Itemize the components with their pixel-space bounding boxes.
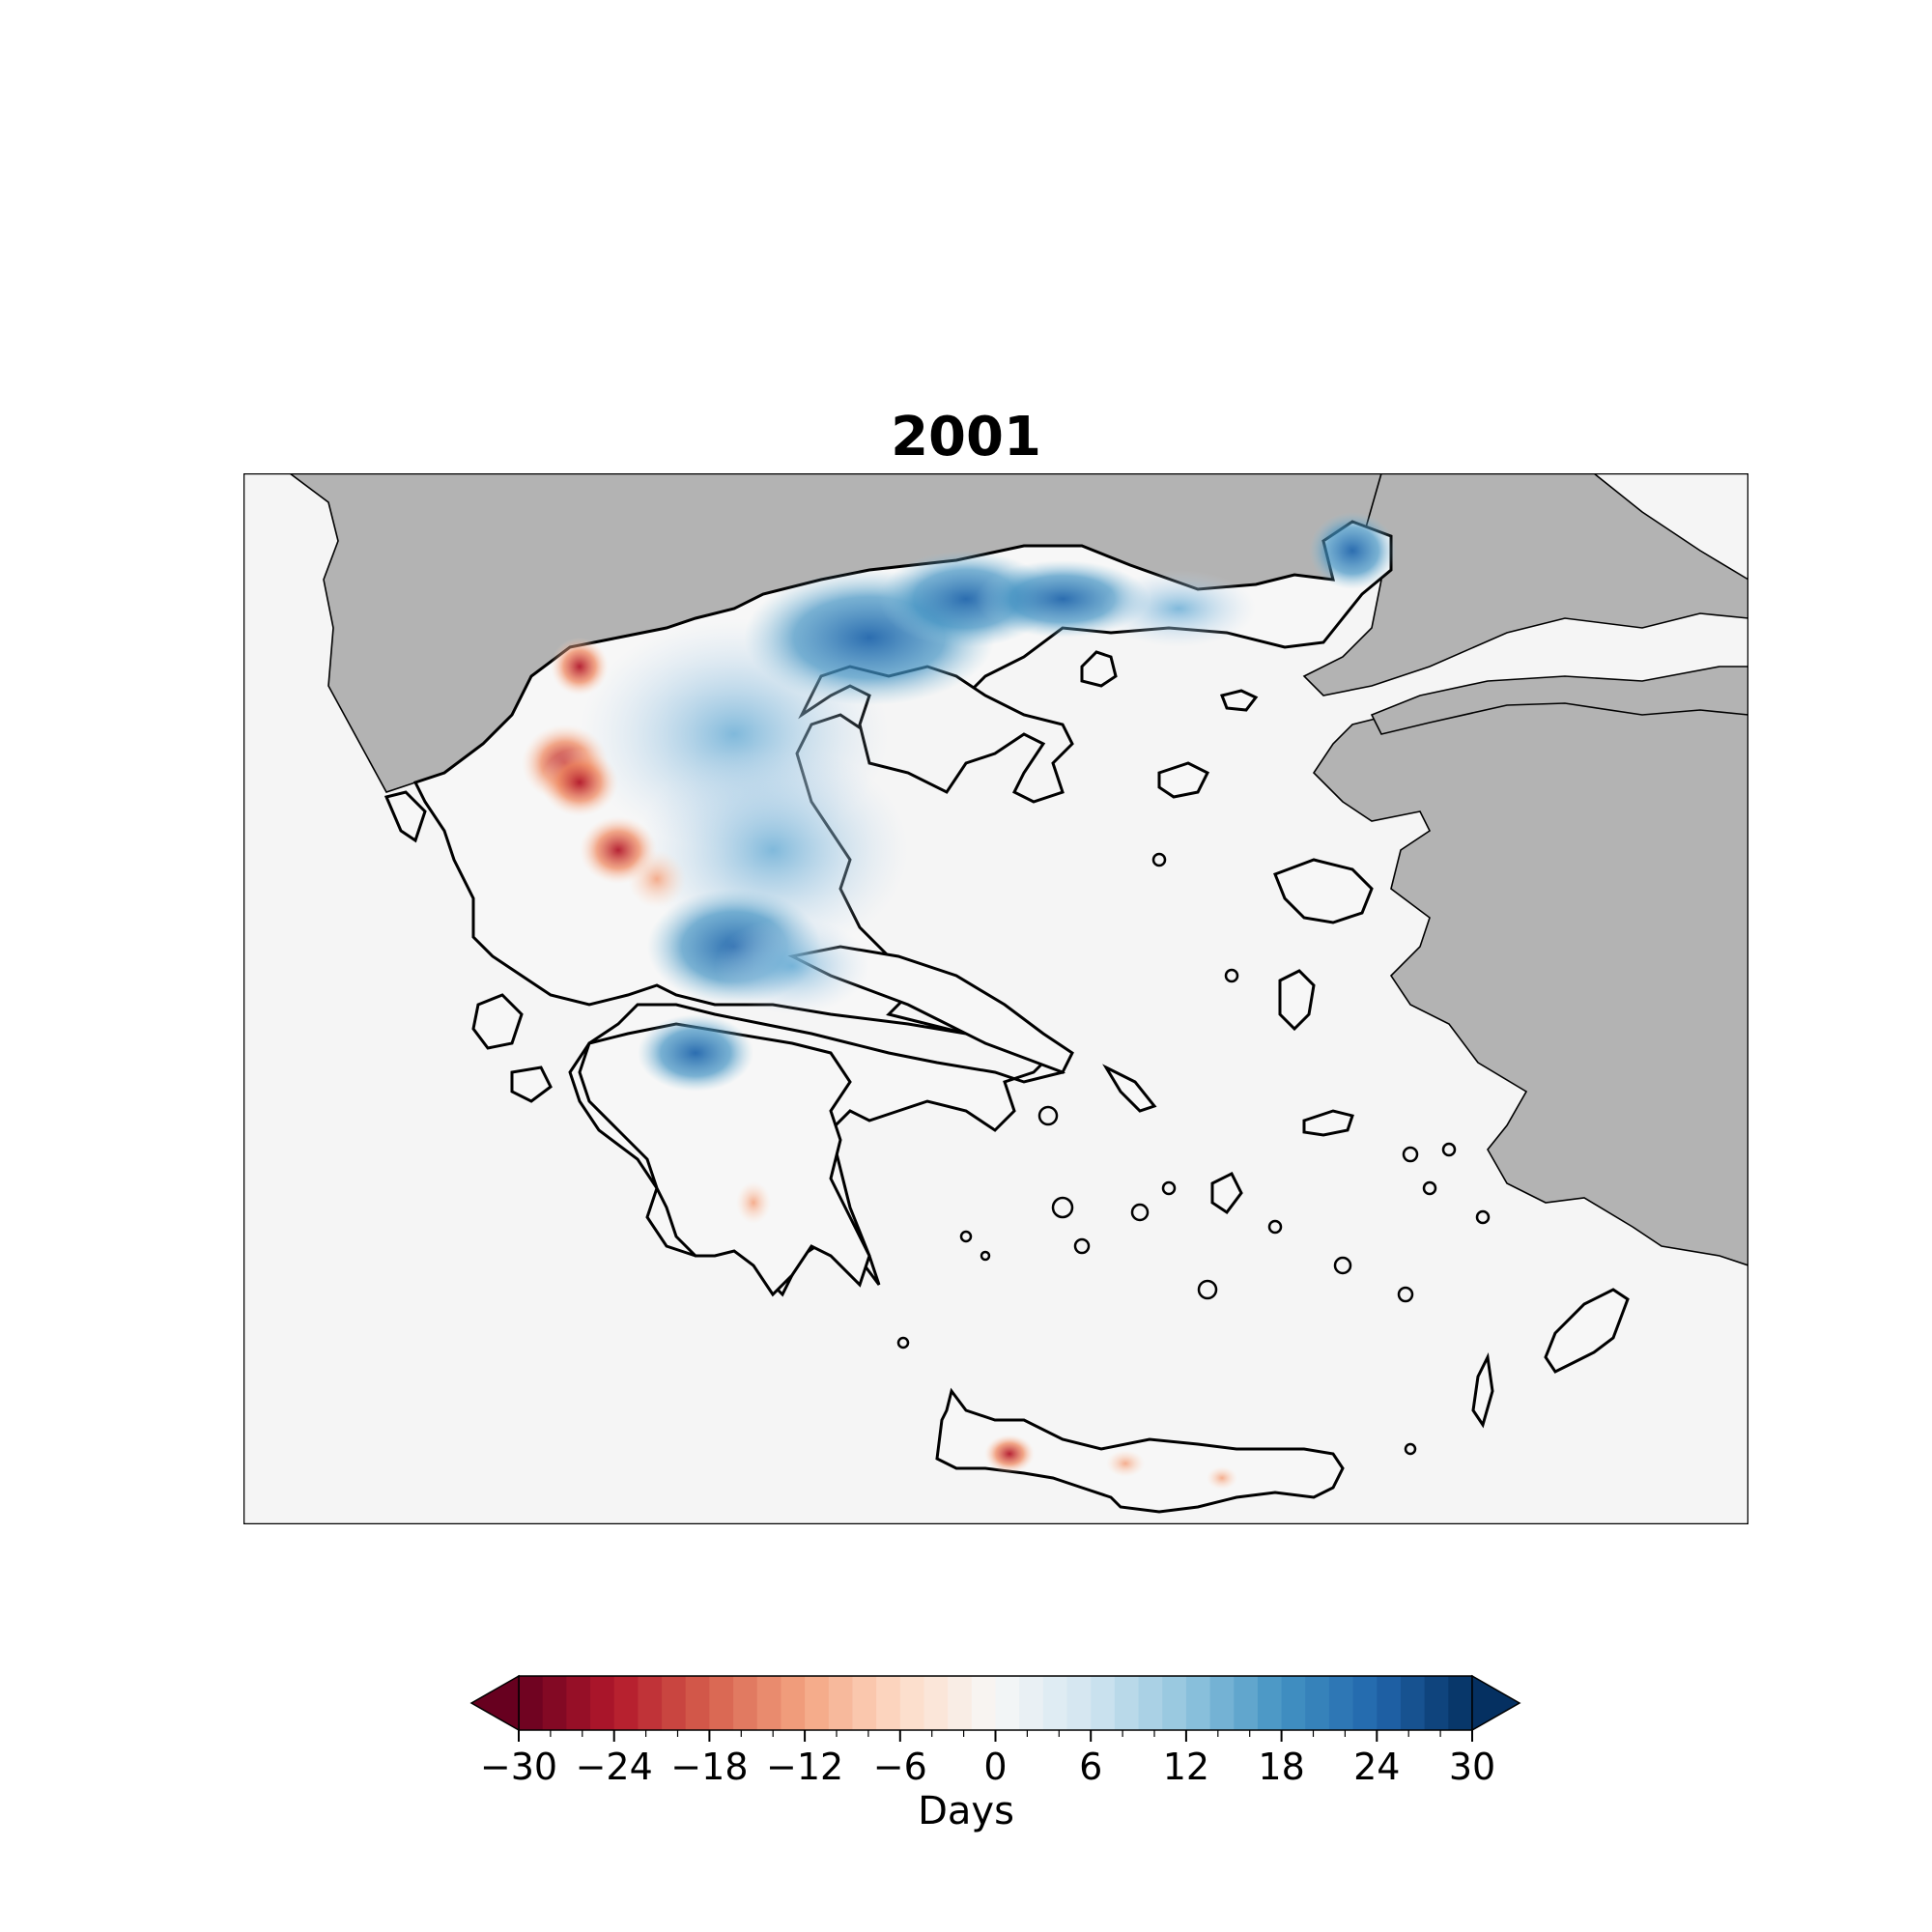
colorbar-tick-label: 12 [1163, 1746, 1209, 1788]
zakynthos [510, 1065, 553, 1103]
colorbar-segment [1377, 1676, 1402, 1730]
karpathos [1471, 1352, 1494, 1429]
colorbar: −30 −24 −18 −12 −6 0 6 12 18 24 30 [469, 1674, 1521, 1788]
colorbar-tick-label: −12 [766, 1746, 843, 1788]
colorbar-segment [1424, 1676, 1449, 1730]
colorbar-tick-label: −30 [480, 1746, 557, 1788]
colorbar-tick-label: 18 [1258, 1746, 1304, 1788]
aegean-islets [896, 852, 1491, 1456]
colorbar-tick-label: 30 [1449, 1746, 1495, 1788]
colorbar-segment [805, 1676, 830, 1730]
colorbar-segment [995, 1676, 1020, 1730]
colorbar-segment [923, 1676, 949, 1730]
colorbar-segment [662, 1676, 687, 1730]
colorbar-segment [948, 1676, 973, 1730]
colorbar-segment [1114, 1676, 1140, 1730]
colorbar-segment [1138, 1676, 1163, 1730]
colorbar-segments [518, 1675, 1473, 1731]
colorbar-label: Days [918, 1789, 1014, 1833]
kefalonia [471, 993, 524, 1050]
crete [935, 1387, 1345, 1514]
neighbouring-land [288, 473, 1748, 1266]
colorbar-tick-label: 6 [1079, 1746, 1102, 1788]
colorbar-segment [638, 1676, 663, 1730]
colorbar-tick-label: −24 [576, 1746, 653, 1788]
colorbar-segment [756, 1676, 782, 1730]
andros [1102, 1064, 1157, 1113]
colorbar-segment [899, 1676, 925, 1730]
colorbar-segment [1328, 1676, 1354, 1730]
thasos [1080, 650, 1118, 688]
colorbar-segment [1234, 1676, 1259, 1730]
colorbar-segment [1209, 1676, 1235, 1730]
colorbar-segment [1162, 1676, 1187, 1730]
colorbar-segment [613, 1676, 639, 1730]
colorbar-lower-extension [469, 1674, 520, 1732]
anomaly-field [522, 512, 1396, 1490]
colorbar-segment [1305, 1676, 1330, 1730]
colorbar-tick-labels: −30 −24 −18 −12 −6 0 6 12 18 24 30 [480, 1746, 1495, 1788]
lemnos [1157, 761, 1210, 799]
colorbar-segment [971, 1676, 997, 1730]
naxos [1210, 1171, 1243, 1215]
colorbar-segment [1257, 1676, 1283, 1730]
colorbar-segment [733, 1676, 758, 1730]
lesbos [1273, 858, 1374, 924]
colorbar-segment [590, 1676, 615, 1730]
colorbar-tick-label: 0 [983, 1746, 1007, 1788]
colorbar-segment [1185, 1676, 1211, 1730]
colorbar-segment [852, 1676, 877, 1730]
colorbar-tick-label: 24 [1353, 1746, 1400, 1788]
colorbar-ticks [518, 1730, 1473, 1742]
colorbar-segment [1400, 1676, 1426, 1730]
peloponnese [578, 1022, 871, 1297]
colorbar-segment [1066, 1676, 1092, 1730]
colorbar-segment [566, 1676, 591, 1730]
colorbar-tick-label: −18 [670, 1746, 748, 1788]
colorbar-segment [542, 1676, 567, 1730]
map-title: 2001 [891, 406, 1041, 469]
colorbar-segment [685, 1676, 710, 1730]
marmara-north-shore [1370, 666, 1748, 735]
colorbar-segment [876, 1676, 901, 1730]
rhodes [1544, 1288, 1630, 1374]
map-panel [243, 473, 1748, 1524]
colorbar-segment [1019, 1676, 1044, 1730]
turkey-thrace-land [1302, 473, 1748, 696]
colorbar-segment [781, 1676, 806, 1730]
samothrace [1219, 689, 1259, 712]
colorbar-segment [1448, 1676, 1473, 1730]
colorbar-upper-extension [1471, 1674, 1521, 1732]
colorbar-tick-label: −6 [873, 1746, 927, 1788]
colorbar-segment [1352, 1676, 1378, 1730]
colorbar-segment [1042, 1676, 1068, 1730]
colorbar-segment [709, 1676, 734, 1730]
colorbar-segment [1281, 1676, 1306, 1730]
colorbar-segment [828, 1676, 854, 1730]
corfu [384, 790, 427, 843]
colorbar-segment [1091, 1676, 1116, 1730]
colorbar-segment [519, 1676, 544, 1730]
chios [1278, 969, 1316, 1032]
samos [1302, 1109, 1354, 1137]
